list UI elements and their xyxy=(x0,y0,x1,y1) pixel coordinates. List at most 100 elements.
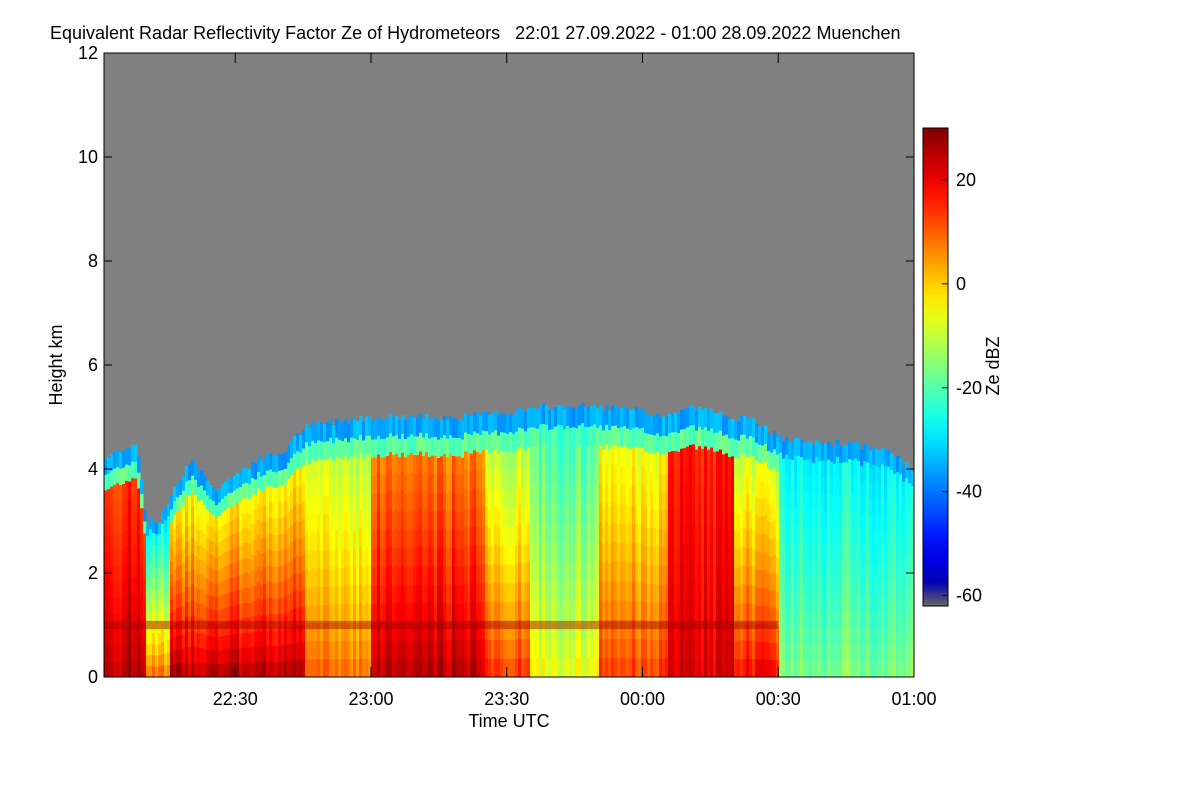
reflectivity-cell xyxy=(275,550,279,567)
reflectivity-cell xyxy=(842,511,846,529)
reflectivity-cell xyxy=(449,639,453,659)
reflectivity-cell xyxy=(758,480,762,499)
reflectivity-cell xyxy=(524,487,528,508)
reflectivity-cell xyxy=(350,436,354,456)
reflectivity-cell xyxy=(140,521,144,537)
reflectivity-cell xyxy=(389,545,393,565)
reflectivity-cell xyxy=(470,453,474,473)
reflectivity-column xyxy=(482,411,486,677)
reflectivity-cell xyxy=(554,464,558,485)
reflectivity-cell xyxy=(377,565,381,585)
reflectivity-cell xyxy=(788,475,792,493)
reflectivity-cell xyxy=(560,638,564,659)
reflectivity-cell xyxy=(584,657,588,677)
reflectivity-cell xyxy=(362,604,366,623)
reflectivity-cell xyxy=(596,408,600,429)
reflectivity-cell xyxy=(842,445,846,463)
reflectivity-column xyxy=(593,404,597,677)
reflectivity-cell xyxy=(182,533,186,549)
reflectivity-cell xyxy=(437,640,441,660)
reflectivity-column xyxy=(701,410,705,677)
reflectivity-cell xyxy=(242,557,246,574)
reflectivity-cell xyxy=(398,493,402,513)
reflectivity-cell xyxy=(878,660,882,677)
reflectivity-cell xyxy=(320,440,324,460)
reflectivity-cell xyxy=(269,516,273,534)
reflectivity-cell xyxy=(200,529,204,545)
reflectivity-cell xyxy=(413,584,417,604)
reflectivity-cell xyxy=(536,523,540,544)
reflectivity-cell xyxy=(563,600,567,621)
reflectivity-column xyxy=(638,409,642,677)
reflectivity-cell xyxy=(404,603,408,623)
reflectivity-cell xyxy=(728,585,732,604)
reflectivity-cell xyxy=(596,465,600,486)
reflectivity-cell xyxy=(794,591,798,610)
reflectivity-cell xyxy=(824,443,828,461)
reflectivity-cell xyxy=(533,504,537,524)
reflectivity-cell xyxy=(152,643,156,656)
reflectivity-cell xyxy=(473,563,477,583)
reflectivity-cell xyxy=(683,447,687,468)
reflectivity-cell xyxy=(614,425,618,445)
melting-layer-band xyxy=(104,620,779,630)
reflectivity-cell xyxy=(587,464,591,485)
reflectivity-cell xyxy=(731,658,735,677)
reflectivity-cell xyxy=(185,556,189,572)
reflectivity-cell xyxy=(629,467,633,488)
reflectivity-cell xyxy=(794,489,798,507)
reflectivity-cell xyxy=(863,527,867,545)
reflectivity-cell xyxy=(188,494,192,511)
reflectivity-cell xyxy=(578,482,582,503)
reflectivity-cell xyxy=(737,439,741,459)
reflectivity-cell xyxy=(626,619,630,640)
reflectivity-cell xyxy=(392,602,396,622)
colorbar-tick-label: 0 xyxy=(956,274,966,294)
reflectivity-cell xyxy=(296,520,300,539)
reflectivity-cell xyxy=(854,660,858,677)
reflectivity-cell xyxy=(815,609,819,627)
reflectivity-column xyxy=(734,420,738,677)
reflectivity-cell xyxy=(761,659,765,677)
reflectivity-cell xyxy=(296,537,300,556)
reflectivity-cell xyxy=(272,661,276,677)
reflectivity-cell xyxy=(257,487,261,504)
reflectivity-cell xyxy=(845,478,849,496)
reflectivity-cell xyxy=(275,598,279,615)
reflectivity-cell xyxy=(488,489,492,510)
reflectivity-cell xyxy=(716,507,720,527)
reflectivity-cell xyxy=(233,475,237,491)
reflectivity-cell xyxy=(797,625,801,644)
reflectivity-column xyxy=(746,419,750,677)
reflectivity-cell xyxy=(200,470,204,486)
reflectivity-cell xyxy=(629,505,633,526)
reflectivity-cell xyxy=(611,522,615,543)
reflectivity-cell xyxy=(365,621,369,641)
reflectivity-cell xyxy=(830,511,834,529)
reflectivity-cell xyxy=(338,530,342,550)
reflectivity-cell xyxy=(116,579,120,597)
reflectivity-cell xyxy=(791,559,795,578)
reflectivity-cell xyxy=(476,413,480,434)
reflectivity-cell xyxy=(899,536,903,553)
reflectivity-cell xyxy=(602,543,606,564)
reflectivity-cell xyxy=(353,529,357,549)
reflectivity-cell xyxy=(824,626,828,645)
reflectivity-cell xyxy=(803,459,807,477)
reflectivity-cell xyxy=(632,542,636,563)
reflectivity-cell xyxy=(554,503,558,524)
reflectivity-cell xyxy=(344,419,348,439)
reflectivity-cell xyxy=(263,474,267,491)
reflectivity-cell xyxy=(602,581,606,602)
reflectivity-cell xyxy=(596,427,600,448)
reflectivity-cell xyxy=(560,463,564,484)
reflectivity-cell xyxy=(143,508,147,522)
reflectivity-cell xyxy=(761,623,765,642)
reflectivity-cell xyxy=(542,482,546,503)
reflectivity-cell xyxy=(296,485,300,504)
reflectivity-cell xyxy=(830,544,834,562)
reflectivity-cell xyxy=(848,492,852,510)
reflectivity-column xyxy=(434,417,438,677)
reflectivity-cell xyxy=(662,621,666,641)
reflectivity-cell xyxy=(395,509,399,529)
